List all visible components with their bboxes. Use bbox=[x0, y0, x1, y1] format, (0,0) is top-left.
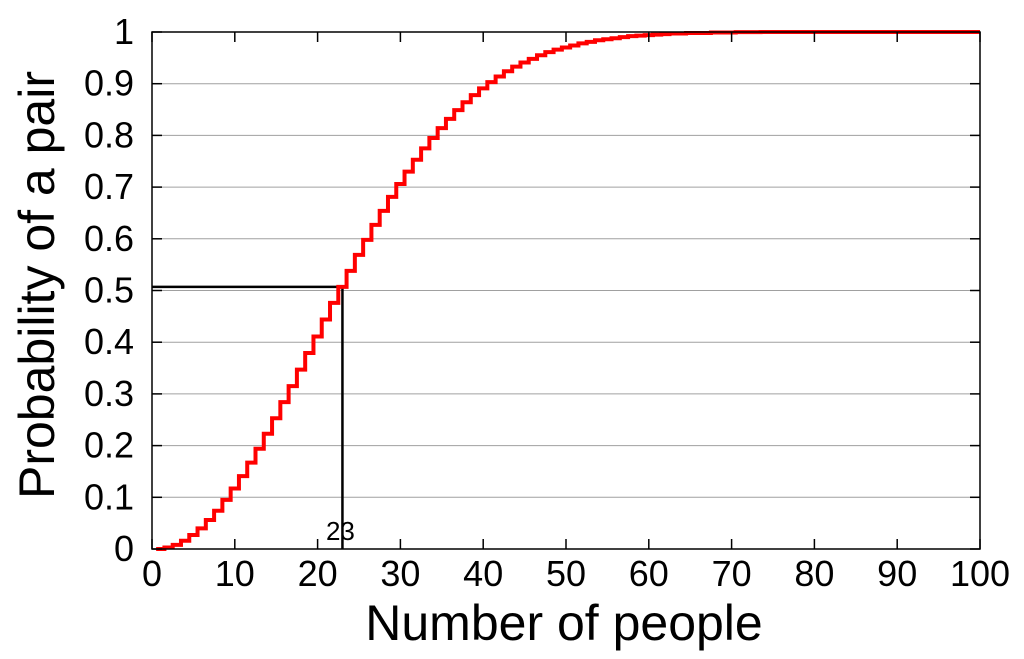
x-tick-label: 80 bbox=[794, 553, 834, 594]
y-tick-label: 0.3 bbox=[84, 373, 134, 414]
y-tick-labels: 0 0.1 0.2 0.3 0.4 0.5 0.6 0.7 0.8 0.9 1 bbox=[84, 11, 134, 569]
x-tick-labels: 0 10 20 30 40 50 60 70 80 90 100 bbox=[142, 553, 1010, 594]
y-tick-label: 0.6 bbox=[84, 218, 134, 259]
y-tick-label: 0.7 bbox=[84, 166, 134, 207]
y-tick-label: 0.8 bbox=[84, 114, 134, 155]
x-tick-label: 90 bbox=[877, 553, 917, 594]
y-tick-label: 1 bbox=[114, 11, 134, 52]
y-tick-label: 0.1 bbox=[84, 476, 134, 517]
x-tick-label: 50 bbox=[546, 553, 586, 594]
x-tick-label: 40 bbox=[463, 553, 503, 594]
y-axis-title: Probability of a pair bbox=[9, 71, 65, 499]
x-tick-label: 20 bbox=[298, 553, 338, 594]
y-tick-label: 0.9 bbox=[84, 63, 134, 104]
y-tick-label: 0 bbox=[114, 528, 134, 569]
x-tick-label: 70 bbox=[712, 553, 752, 594]
y-tick-label: 0.5 bbox=[84, 270, 134, 311]
x-axis-title: Number of people bbox=[365, 595, 762, 651]
x-tick-label: 100 bbox=[950, 553, 1010, 594]
y-tick-label: 0.4 bbox=[84, 321, 134, 362]
axis-ticks bbox=[151, 31, 981, 550]
x-tick-label: 10 bbox=[215, 553, 255, 594]
annotation-label: 23 bbox=[326, 516, 355, 546]
annotation-layer: 23 bbox=[326, 516, 355, 546]
x-tick-label: 30 bbox=[380, 553, 420, 594]
marker-lines bbox=[152, 285, 344, 549]
y-tick-label: 0.2 bbox=[84, 425, 134, 466]
x-tick-label: 60 bbox=[629, 553, 669, 594]
x-tick-label: 0 bbox=[142, 553, 162, 594]
